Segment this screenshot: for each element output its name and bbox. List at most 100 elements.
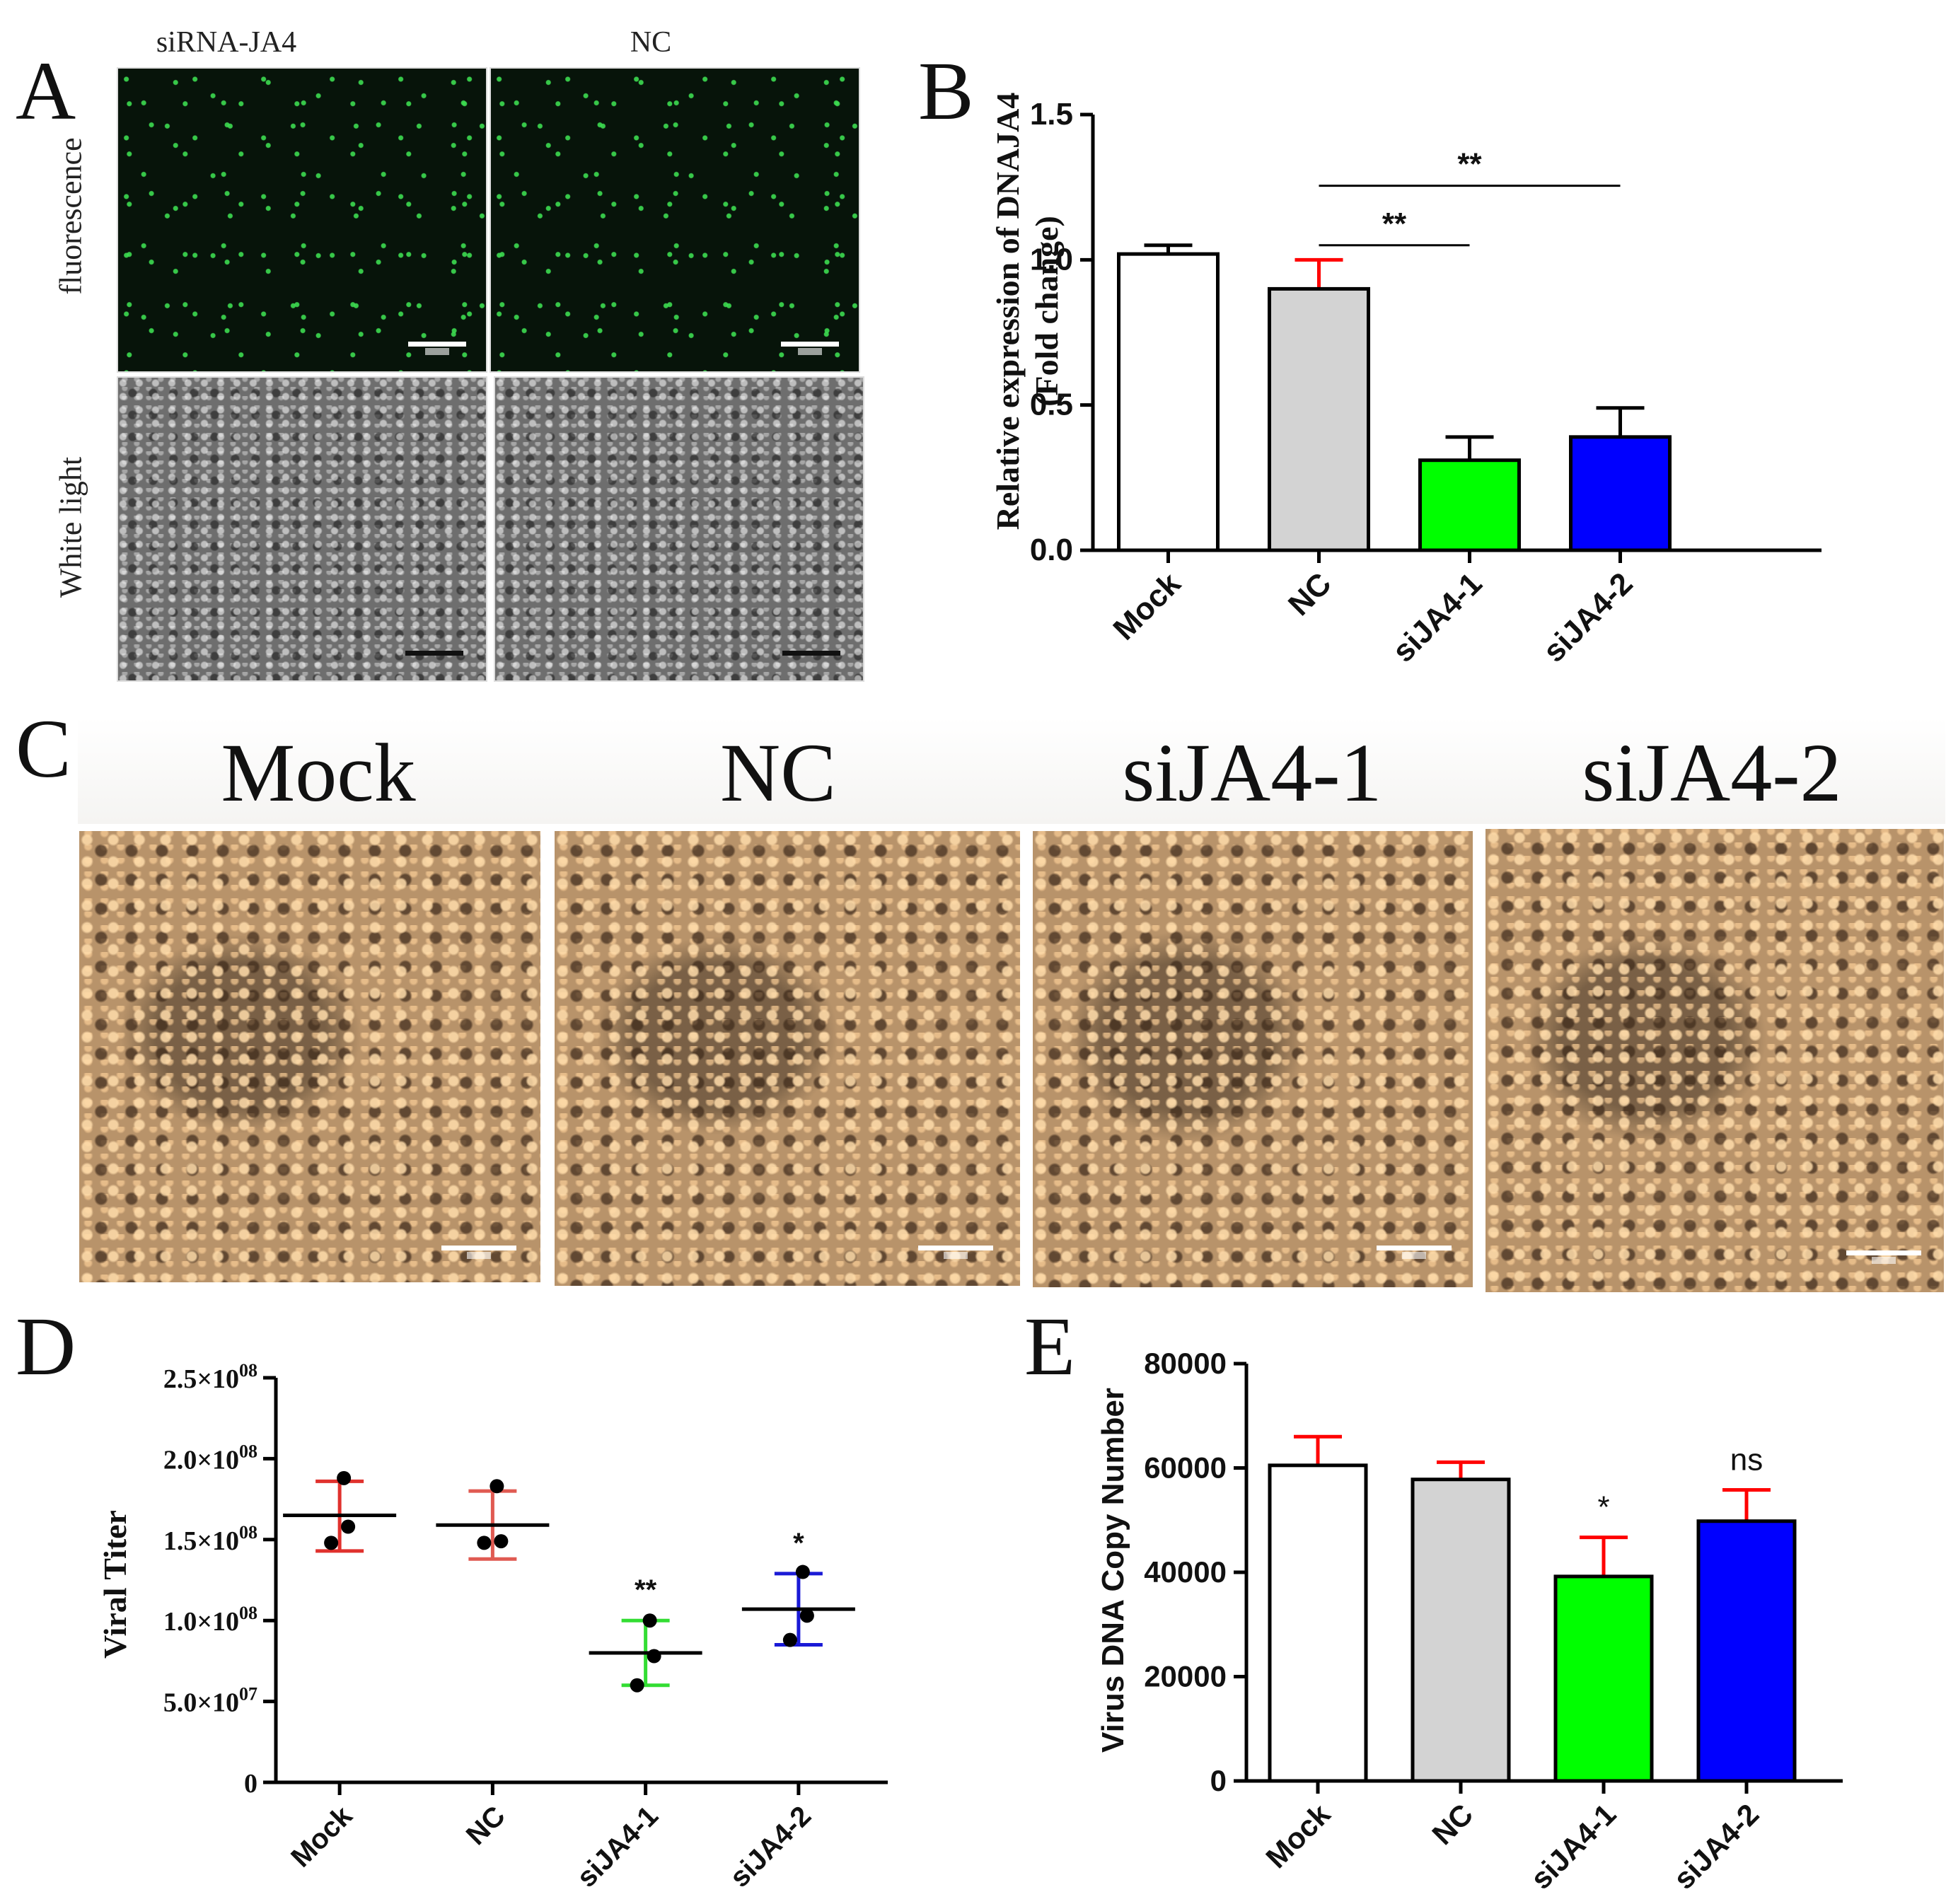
y-tick-exponent: 08 (239, 1603, 257, 1623)
bar-sija4-2 (1569, 435, 1672, 552)
y-tick-exponent: 08 (239, 1441, 257, 1461)
data-point (490, 1479, 504, 1494)
x-tick-label: siJA4-1 (1524, 1797, 1622, 1896)
data-point (642, 1613, 657, 1628)
panel-c-header-band (78, 718, 1945, 824)
scale-bar (441, 1246, 516, 1259)
significance-label: ** (1457, 147, 1482, 182)
data-point (477, 1536, 492, 1550)
data-point (494, 1534, 509, 1549)
y-tick-base: 1.5×10 (163, 1526, 239, 1556)
x-tick-label: Mock (1106, 566, 1188, 647)
y-tick-label: 1.5×1008 (163, 1522, 257, 1556)
scale-bar (405, 651, 463, 656)
data-point (341, 1519, 356, 1534)
x-tick-label: Mock (1259, 1797, 1337, 1875)
y-tick-label: 0.0 (1030, 533, 1073, 567)
panel-c-label-sija4-1: siJA4-1 (1122, 726, 1382, 819)
y-axis-label: Relative expression of DNAJA4 (990, 93, 1026, 530)
significance-label: ns (1730, 1442, 1763, 1477)
y-tick-label: 80000 (1144, 1347, 1227, 1380)
x-tick-label: siJA4-2 (1667, 1797, 1765, 1896)
y-tick-label: 1.0 (1030, 242, 1073, 277)
data-point (799, 1608, 814, 1623)
y-tick-exponent: 08 (239, 1360, 257, 1381)
panel-a-row-label-fluorescence: fluorescence (53, 137, 88, 295)
panel-a-row-label-white-light: White light (53, 456, 88, 598)
data-point (337, 1470, 352, 1485)
panel-c-label-sija4-2: siJA4-2 (1582, 726, 1842, 819)
white-light-image-nc (494, 376, 864, 682)
chart-e-virus-dna-copy-number: 0 20000 40000 60000 80000 Mock NC siJA4-1 siJA4-… (1096, 1347, 1843, 1896)
y-tick-label: 1.5 (1030, 97, 1073, 132)
y-tick-label: 0.5 (1030, 388, 1073, 422)
bar-mock (1117, 252, 1220, 552)
significance-label: * (1597, 1490, 1609, 1525)
y-axis-label: Viral Titer (97, 1510, 133, 1659)
fluorescence-image-sirna (117, 67, 487, 373)
bar-sija4-1 (1418, 458, 1521, 552)
y-tick-label: 20000 (1144, 1660, 1227, 1693)
panel-b-letter: B (918, 45, 974, 137)
panel-a-col-label-nc: NC (630, 26, 672, 59)
scale-bar (1377, 1246, 1452, 1259)
data-point (795, 1565, 810, 1579)
y-axis-label-2: (Fold change) (1029, 216, 1065, 407)
panel-c-letter: C (16, 702, 71, 795)
y-tick-base: 0 (244, 1769, 257, 1799)
phase-image-sija4-1 (1033, 831, 1473, 1287)
panel-d-letter: D (16, 1300, 76, 1393)
y-tick-base: 2.0×10 (163, 1445, 239, 1475)
x-tick-label: siJA4-2 (1536, 566, 1639, 668)
fluorescence-image-nc (490, 67, 860, 373)
y-tick-label: 0 (1210, 1764, 1227, 1797)
data-point (782, 1632, 797, 1647)
phase-image-mock (79, 831, 540, 1282)
panel-c-label-mock: Mock (221, 726, 416, 819)
y-tick-label: 60000 (1144, 1451, 1227, 1485)
bar-nc (1411, 1478, 1511, 1783)
scale-bar (782, 651, 840, 656)
white-light-image-sirna (117, 376, 487, 682)
data-point (647, 1649, 661, 1664)
phase-image-nc (555, 831, 1020, 1286)
bar-nc (1268, 286, 1370, 552)
bar-mock (1268, 1463, 1368, 1783)
y-tick-label: 40000 (1144, 1555, 1227, 1589)
chart-b-relative-expression: 0.0 0.5 1.0 1.5 Mock NC siJA4-1 siJA4-2 Relative… (990, 93, 1822, 669)
bar-sija4-1 (1553, 1574, 1654, 1783)
x-tick-label: siJA4-1 (1386, 566, 1488, 668)
bar-sija4-2 (1696, 1519, 1797, 1783)
y-tick-label: 2.0×1008 (163, 1441, 257, 1475)
chart-d-viral-titer: 05.0×10071.0×10081.5×10082.0×10082.5×100… (97, 1360, 888, 1893)
significance-label: * (793, 1528, 804, 1559)
x-tick-label: siJA4-2 (724, 1800, 817, 1893)
y-tick-exponent: 07 (239, 1684, 257, 1705)
x-tick-label: NC (1282, 566, 1338, 622)
panel-c-label-nc: NC (720, 726, 836, 819)
y-tick-label: 0 (244, 1769, 257, 1799)
panel-a-col-label-sirna: siRNA-JA4 (156, 26, 297, 59)
significance-label: ** (635, 1574, 657, 1606)
scale-bar (1846, 1250, 1921, 1264)
y-tick-label: 5.0×1007 (163, 1684, 257, 1718)
y-tick-label: 2.5×1008 (163, 1360, 257, 1394)
panel-a-letter: A (16, 45, 76, 137)
y-tick-exponent: 08 (239, 1522, 257, 1543)
y-tick-base: 1.0×10 (163, 1607, 239, 1637)
scale-bar (918, 1246, 993, 1259)
x-tick-label: Mock (285, 1800, 359, 1874)
y-tick-base: 2.5×10 (163, 1364, 239, 1394)
scale-bar (781, 342, 839, 355)
phase-image-sija4-2 (1485, 829, 1944, 1292)
x-tick-label: siJA4-1 (571, 1800, 664, 1893)
data-point (324, 1536, 339, 1550)
panel-e-letter: E (1024, 1300, 1076, 1393)
data-point (630, 1678, 644, 1693)
y-axis-label: Virus DNA Copy Number (1096, 1388, 1130, 1753)
x-tick-label: NC (461, 1800, 511, 1851)
y-tick-base: 5.0×10 (163, 1688, 239, 1718)
y-tick-label: 1.0×1008 (163, 1603, 257, 1637)
scale-bar (408, 342, 466, 355)
significance-label: ** (1382, 207, 1407, 241)
